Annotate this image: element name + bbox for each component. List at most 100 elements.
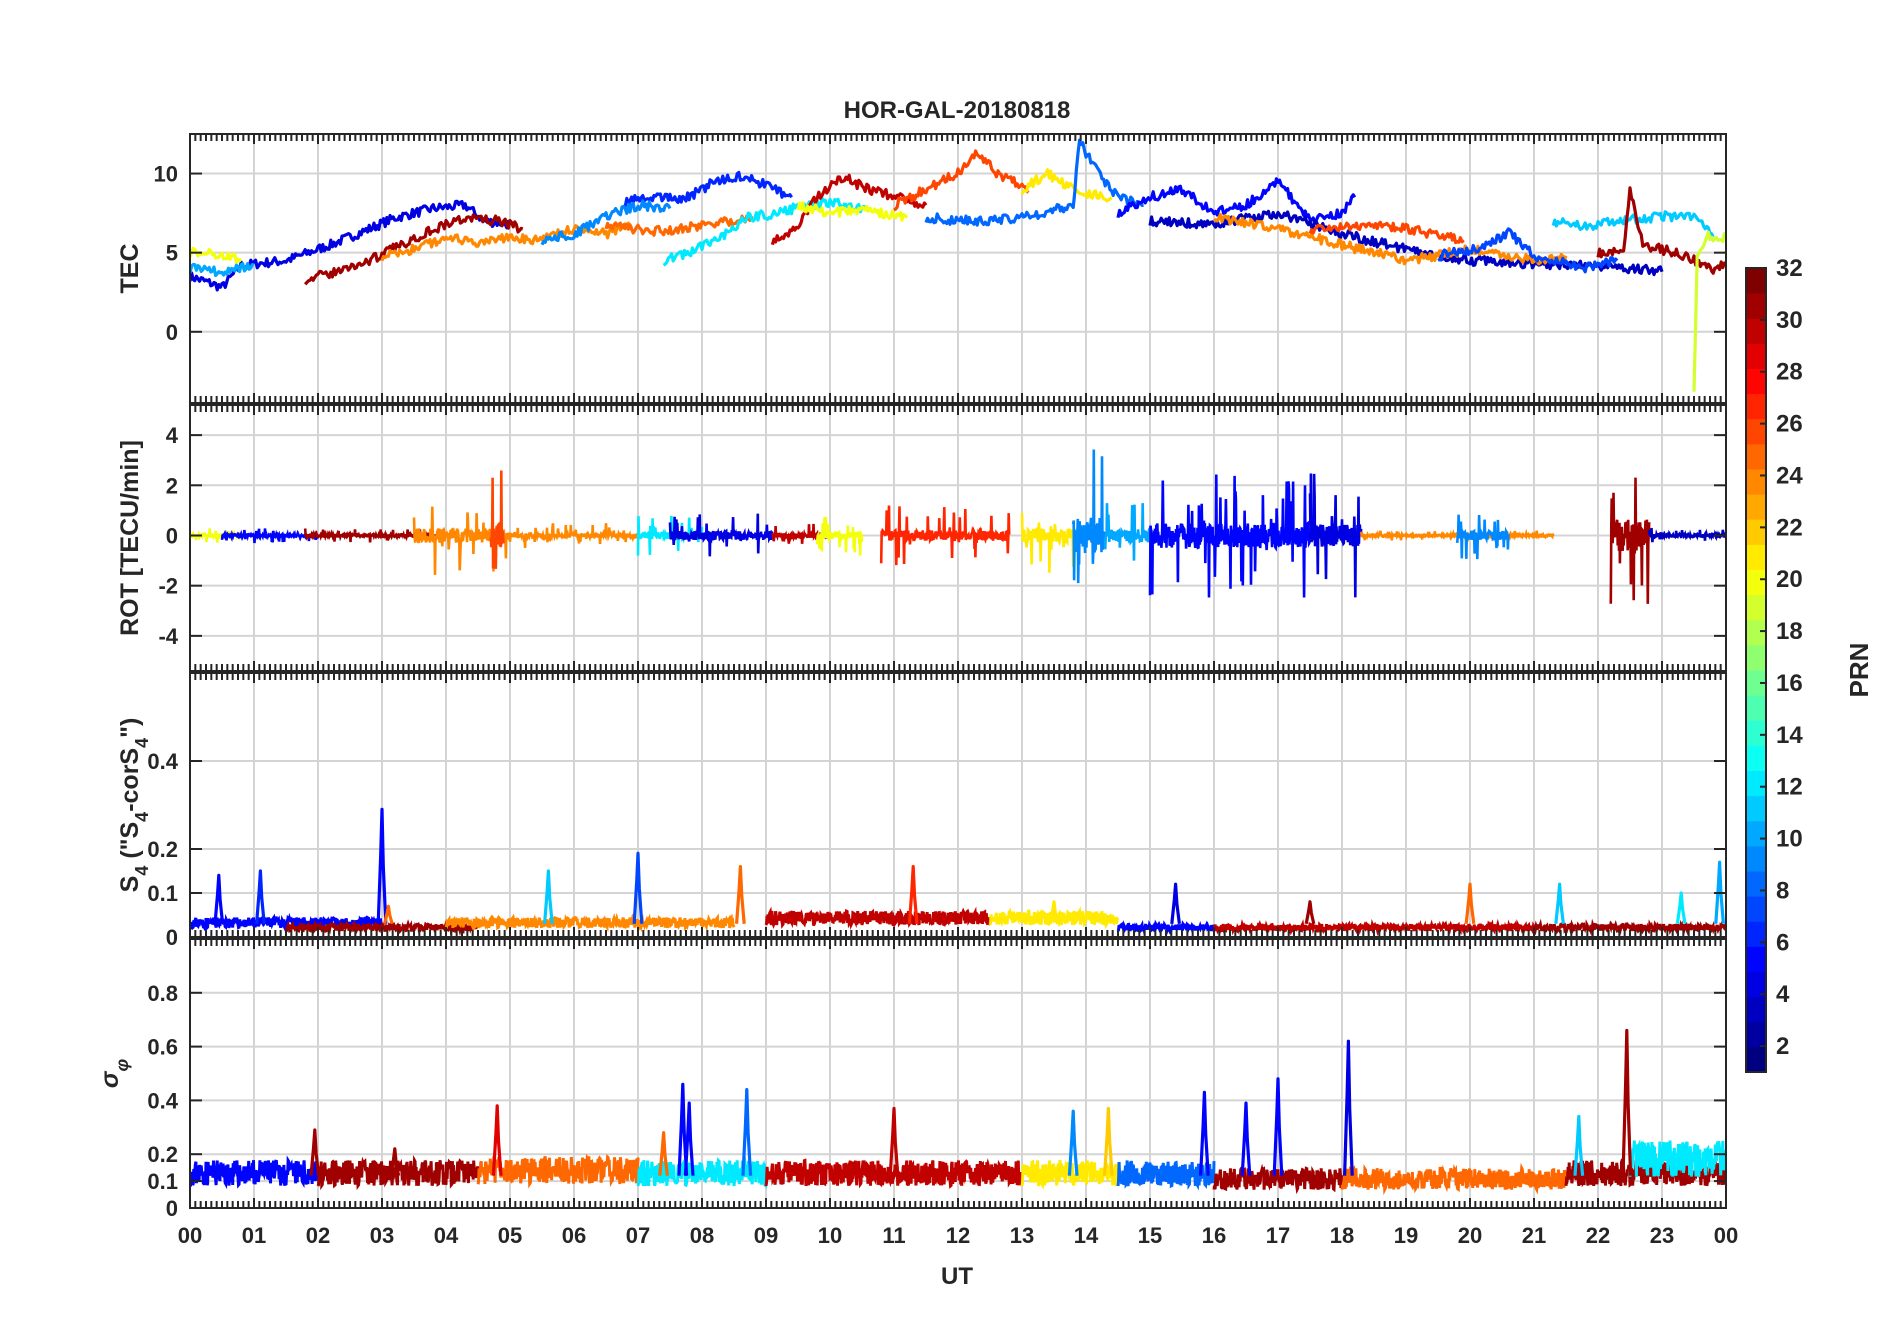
colorbar-segment [1746,695,1766,721]
series-prn-26 [1308,220,1465,245]
colorbar-tick-label: 28 [1776,359,1803,386]
y-tick-label: 2 [166,473,178,498]
colorbar-tick-label: 14 [1776,722,1803,749]
colorbar-segment [1746,946,1766,972]
y-tick-label: 0 [166,1196,178,1221]
x-tick-label: 14 [1074,1223,1099,1248]
colorbar-segment [1746,644,1766,671]
panel-tec: 0 5 10 TEC [116,133,1727,404]
y-tick-label: 0 [166,925,178,950]
panel-s4: 00.10.20.4S4 ("S4-corS4") [116,672,1727,950]
y-label-part: φ [112,1059,132,1072]
x-tick-label: 00 [178,1223,202,1248]
peak-prn-7 [632,851,644,924]
series-prn-10 [190,262,255,278]
x-tick-label: 03 [370,1223,394,1248]
rot-trace-prn-21 [1020,513,1075,573]
band-prn-21 [988,906,1120,930]
y-tick-label: -2 [158,574,178,599]
band-prn-31 [1212,1163,1344,1195]
band-prn-8 [1116,1160,1216,1191]
colorbar-segment [1746,871,1766,897]
x-tick-label: 17 [1266,1223,1290,1248]
rot-trace-prn-5 [220,528,320,544]
series-prn-19 [1692,230,1726,392]
rot-trace-prn-24 [508,523,640,548]
y-axis-label: TEC [116,244,144,294]
colorbar-segment [1746,845,1766,872]
colorbar-segment [1746,343,1766,369]
peak-prn-5 [376,807,388,924]
data-layer [190,807,1726,937]
series-prn-31 [304,213,524,286]
x-tick-label: 11 [882,1223,905,1248]
series-prn-26 [893,149,1030,212]
band-prn-31 [316,1154,480,1191]
peak-prn-29 [491,1104,503,1176]
peak-prn-11 [1573,1114,1585,1176]
colorbar-segment [1746,745,1766,771]
rot-trace-prn-10 [1103,503,1152,561]
rot-trace-prn-31 [1609,477,1651,604]
band-prn-25 [1340,1162,1568,1196]
y-tick-label: 0 [166,523,178,548]
series-prn-31 [1596,186,1726,275]
figure-title: HOR-GAL-20180818 [844,97,1071,124]
colorbar-segment [1746,1046,1766,1073]
band-prn-31 [1532,918,1726,937]
y-tick-label: 0.8 [147,981,178,1006]
colorbar-segment [1746,293,1766,319]
y-label-part: 4 [132,812,152,822]
peak-prn-10 [1714,860,1725,924]
x-tick-label: 20 [1458,1223,1482,1248]
colorbar-tick-label: 20 [1776,566,1803,593]
colorbar-segment [1746,795,1766,822]
peak-prn-5 [677,1082,689,1176]
y-label-part: S [116,876,144,893]
colorbar-segment [1746,896,1766,922]
colorbar-segment [1746,268,1766,294]
band-prn-31 [1564,1157,1726,1188]
colorbar-segment [1746,469,1766,495]
peak-prn-25 [1464,882,1476,925]
data-layer [190,138,1726,392]
y-tick-label: 0.1 [147,881,178,906]
y-tick-label: 0.2 [147,1142,178,1167]
series-prn-8 [924,138,1144,227]
series-prn-24 [1213,212,1568,266]
colorbar-segment [1746,594,1766,621]
band-prn-30 [1212,918,1536,937]
y-tick-label: 10 [154,162,178,187]
series-prn-9 [540,199,672,246]
y-label-part: 4 [132,866,152,876]
y-label-part: ") [116,718,144,738]
y-tick-label: -4 [158,624,178,649]
peak-prn-5 [683,1101,695,1176]
x-tick-label: 23 [1650,1223,1674,1248]
data-layer [190,449,1726,604]
peak-prn-11 [1554,882,1565,925]
colorbar-tick-label: 24 [1776,462,1803,489]
x-tick-label: 04 [434,1223,459,1248]
peak-prn-27 [907,865,919,924]
colorbar-segment [1746,720,1766,746]
rot-trace-prn-4 [1308,473,1363,598]
series-prn-5 [1116,177,1357,225]
y-tick-label: 5 [166,241,178,266]
colorbar-segment [1746,820,1766,847]
x-tick-label: 22 [1586,1223,1610,1248]
peak-prn-25 [735,865,746,924]
colorbar-segment [1746,318,1766,344]
y-label-part: σ [96,1070,124,1088]
y-label-part: ("S [116,822,144,866]
band-prn-24 [444,912,736,933]
y-tick-label: 0 [166,320,178,345]
series-prn-25 [604,214,754,237]
series-prn-12 [662,196,870,267]
peak-prn-5 [1272,1077,1284,1176]
band-prn-30 [764,1158,1024,1189]
x-tick-label: 07 [626,1223,650,1248]
peak-prn-5 [1199,1090,1210,1176]
series-prn-11 [1551,210,1715,238]
